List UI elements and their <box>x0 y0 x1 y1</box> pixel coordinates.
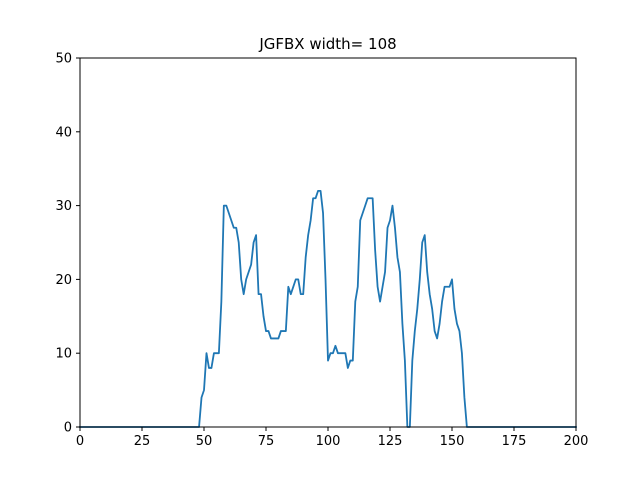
x-tick-label-50: 50 <box>196 434 213 449</box>
y-tick-label-30: 30 <box>55 199 72 214</box>
y-tick-label-50: 50 <box>55 52 72 67</box>
series-line-0 <box>79 189 577 428</box>
x-tick-label-200: 200 <box>564 434 589 449</box>
y-tick-label-0: 0 <box>64 421 72 436</box>
chart-title: JGFBX width= 108 <box>258 35 396 53</box>
x-tick-label-25: 25 <box>134 434 151 449</box>
y-tick-label-10: 10 <box>55 347 72 362</box>
y-tick-label-20: 20 <box>55 273 72 288</box>
x-tick-label-100: 100 <box>316 434 341 449</box>
axes-frame <box>79 57 577 428</box>
x-tick-label-125: 125 <box>378 434 403 449</box>
x-tick-label-150: 150 <box>440 434 465 449</box>
y-tick-label-40: 40 <box>55 125 72 140</box>
x-tick-label-0: 0 <box>76 434 84 449</box>
plot-area: 0 25 50 75 100 125 150 175 200 0 10 20 30 40 50 <box>55 52 588 450</box>
x-tick-label-75: 75 <box>258 434 275 449</box>
x-tick-label-175: 175 <box>502 434 527 449</box>
